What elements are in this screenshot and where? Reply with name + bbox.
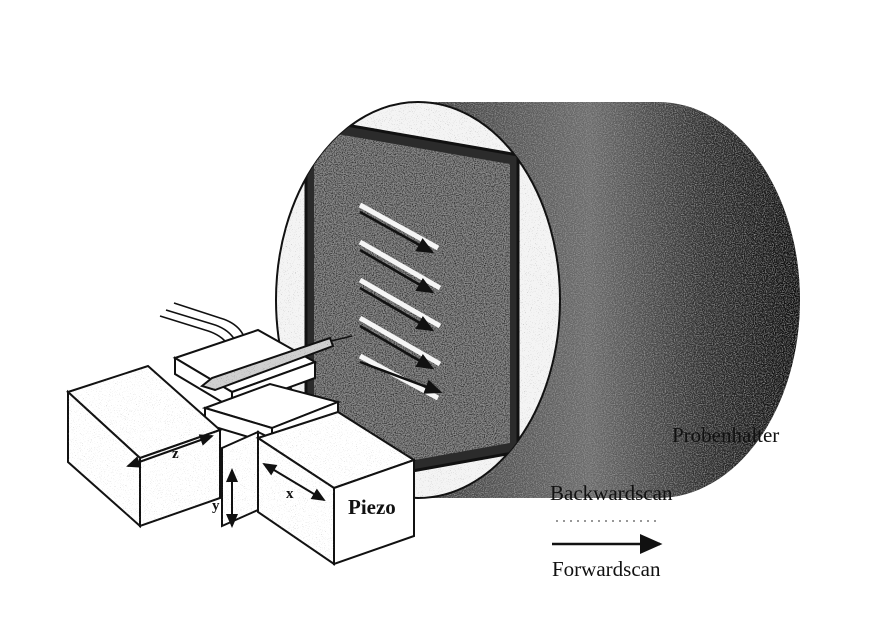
axis-label-y: y [212,498,220,514]
z-block-texture [68,366,220,526]
probe-tip [330,335,353,342]
axis-arrows [126,434,326,528]
sample-surface [304,116,520,492]
scan-arrow-line [359,324,435,370]
piezo-label: Piezo [348,495,396,519]
z-axis-arrow [126,434,214,468]
scan-arrow-line [359,210,435,254]
axis-label-z: z [172,446,179,462]
x-axis-arrow [262,462,326,502]
x-block-texture [258,412,414,564]
backwardscan-label: Backwardscan [550,481,673,505]
scan-arrow-line [359,286,435,332]
scan-arrow-line [359,248,435,294]
scan-retrace-lines [359,210,443,394]
forwardscan-label: Forwardscan [552,557,661,581]
scan-direction-legend: Backwardscan Forwardscan [550,481,673,581]
sample-inner-grain [314,130,510,478]
cantilever-grain [199,336,335,392]
scan-arrow-line [359,360,443,394]
probenhalter-label: Probenhalter [672,423,779,447]
axis-label-x: x [286,486,294,502]
